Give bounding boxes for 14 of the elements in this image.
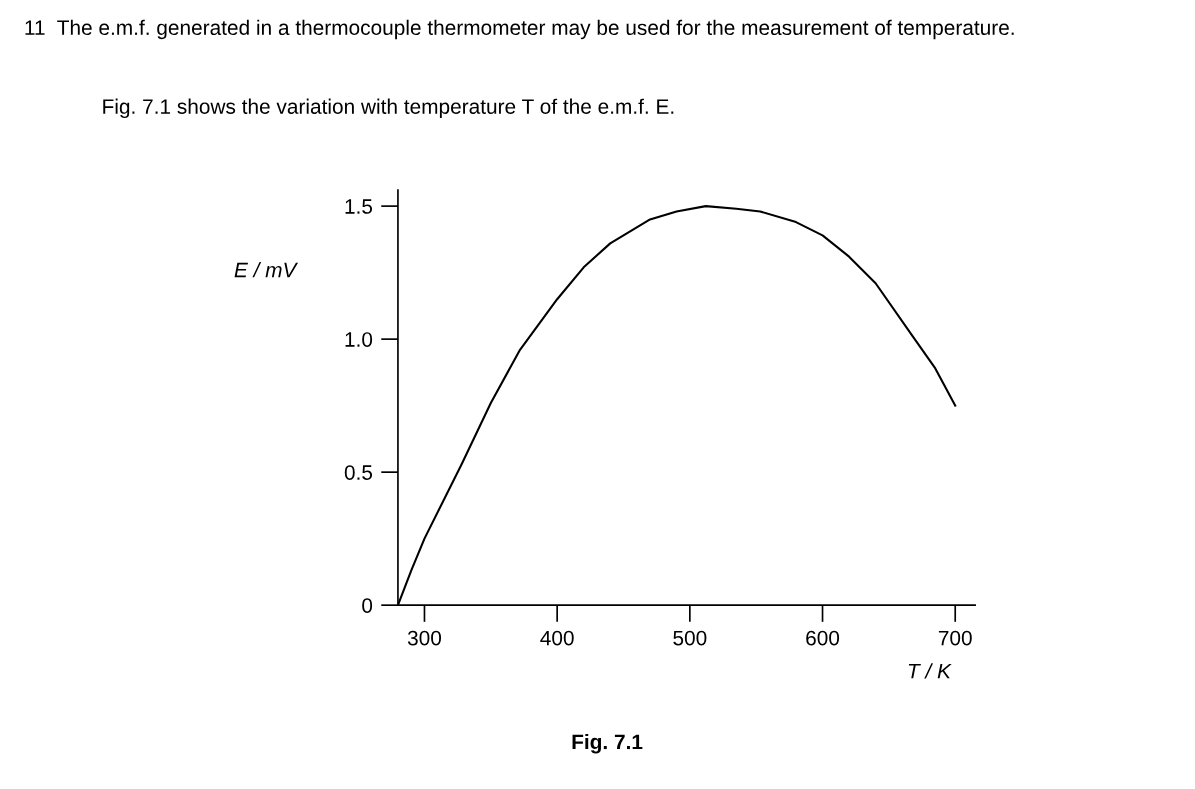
y-tick-label: 1.5 — [345, 199, 373, 214]
x-tick-label: 500 — [673, 630, 707, 646]
y-tick-label: 0.5 — [344, 465, 373, 480]
chart-subtitle: Fig. 7.1 shows the variation with temperature T of the e.m.f. E. — [103, 98, 674, 119]
x-tick-label: 700 — [938, 630, 972, 646]
x-tick-label: 400 — [540, 630, 574, 646]
x-tick-label: 300 — [407, 630, 442, 646]
y-tick-label: 1.0 — [345, 332, 373, 347]
y-tick-label: 0 — [362, 598, 373, 613]
x-axis-title: T / K — [908, 663, 952, 679]
chart-title: 11 The e.m.f. generated in a thermocouple thermometer may be used for the measurement of temperature. — [25, 19, 1014, 40]
x-tick-label: 600 — [806, 630, 840, 646]
y-axis-title: E / mV — [234, 262, 299, 278]
caption: Fig. 7.1 — [572, 733, 643, 754]
